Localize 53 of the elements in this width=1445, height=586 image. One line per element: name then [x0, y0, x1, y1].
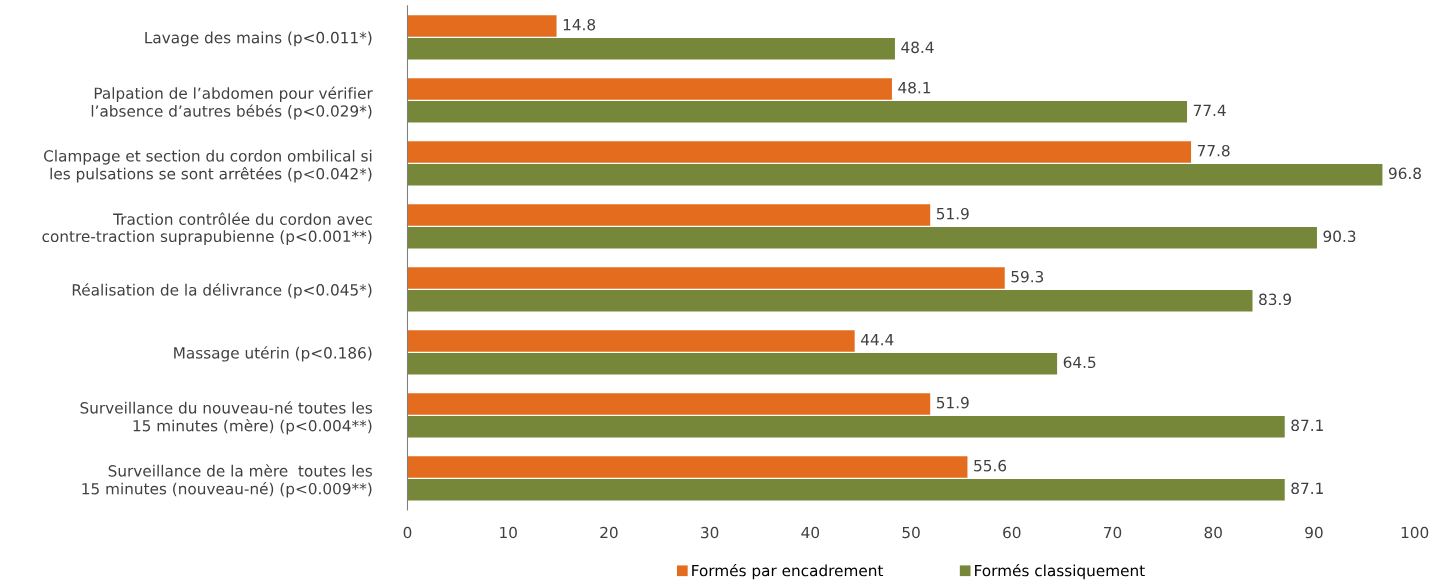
x-tick-label: 20: [600, 526, 618, 539]
bar: [407, 267, 1005, 289]
bar: [407, 37, 895, 60]
x-tick-label: 100: [1401, 526, 1429, 539]
bar: [407, 100, 1188, 123]
bar: [407, 289, 1253, 312]
bar: [407, 478, 1285, 501]
data-label: 87.1: [1291, 419, 1323, 432]
x-tick-label: 40: [801, 526, 820, 539]
data-label: 64.5: [1063, 356, 1096, 369]
x-tick-label: 60: [1003, 526, 1021, 539]
data-label: 87.1: [1291, 482, 1323, 495]
x-tick-label: 80: [1204, 526, 1222, 539]
data-label: 51.9: [936, 207, 969, 220]
data-label: 96.8: [1388, 167, 1421, 180]
y-tick-label: Clampage et section du cordon ombilical si les pulsations se sont arrêtées (p<0.042*): [44, 149, 372, 183]
data-label: 59.3: [1011, 270, 1044, 283]
data-label: 83.9: [1259, 293, 1291, 306]
data-label: 55.6: [974, 459, 1007, 472]
y-tick-label: Réalisation de la délivrance (p<0.045*): [72, 283, 372, 299]
y-tick-label: Surveillance du nouveau-né toutes les 15 minutes (mère) (p<0.004**): [80, 401, 373, 435]
bar: [407, 415, 1285, 438]
bar: [407, 163, 1383, 186]
bar: [407, 352, 1058, 375]
bar: [407, 204, 931, 226]
bar: [407, 141, 1192, 163]
y-tick-label: Traction contrôlée du cordon avec contre-traction suprapubienne (p<0.001**): [42, 212, 372, 246]
legend-label: Formés par encadrement: [692, 563, 884, 580]
data-label: 77.8: [1197, 144, 1230, 157]
bar: [407, 330, 855, 352]
bar: [407, 226, 1317, 249]
x-tick-label: 50: [902, 526, 920, 539]
x-tick-label: 10: [500, 526, 517, 539]
y-tick-label: Palpation de l’abdomen pour vérifier l’absence d’autres bébés (p<0.029*): [91, 86, 373, 120]
y-tick-label: Lavage des mains (p<0.011*): [145, 31, 372, 47]
y-tick-label: Surveillance de la mère toutes les 15 minutes (nouveau-né) (p<0.009**): [82, 464, 373, 498]
x-tick-label: 30: [701, 526, 719, 539]
legend-label: Formés classiquement: [975, 563, 1145, 580]
y-tick-label: Massage utérin (p<0.186): [174, 346, 372, 362]
x-tick-label: 0: [403, 526, 412, 539]
bar: [407, 456, 968, 478]
data-label: 51.9: [936, 396, 969, 409]
bar: [407, 15, 557, 37]
data-label: 48.4: [901, 41, 934, 54]
data-label: 14.8: [563, 18, 596, 31]
data-label: 77.4: [1193, 104, 1226, 116]
data-label: 44.4: [860, 334, 894, 346]
bar: [407, 393, 931, 415]
x-tick-label: 70: [1104, 526, 1122, 539]
data-label: 90.3: [1323, 230, 1356, 243]
bar: [407, 78, 892, 100]
x-tick-label: 90: [1305, 526, 1323, 539]
data-label: 48.1: [898, 81, 931, 94]
